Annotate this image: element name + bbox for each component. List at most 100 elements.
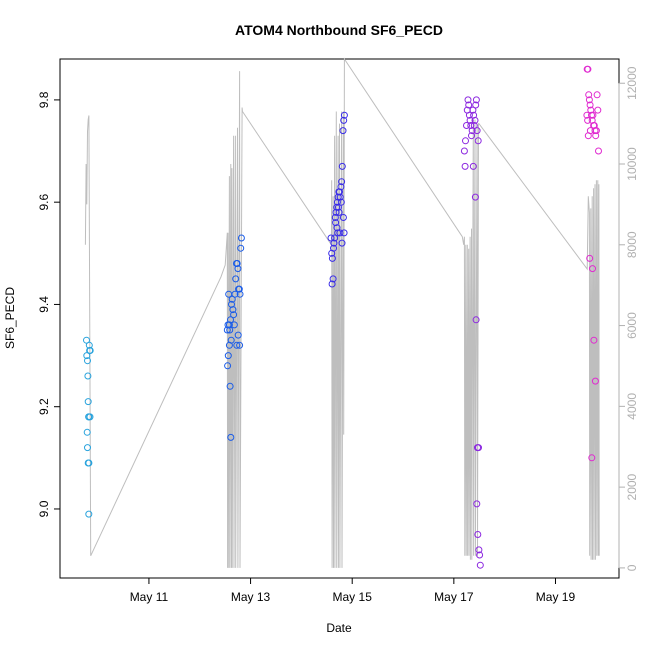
data-point [340, 229, 348, 237]
data-point [475, 546, 483, 554]
y-tick-label: 9.6 [37, 194, 51, 211]
data-point [590, 336, 598, 344]
right-tick-label: 0 [625, 564, 639, 571]
data-point [336, 188, 343, 196]
data-point [332, 219, 340, 227]
data-point [473, 127, 481, 135]
data-point [330, 239, 338, 247]
data-point [471, 193, 479, 201]
points-layer [83, 65, 602, 569]
data-point [230, 321, 238, 329]
x-tick-label: May 13 [231, 590, 271, 604]
y-tick-label: 9.0 [37, 500, 51, 517]
right-tick-label: 8000 [625, 231, 639, 258]
data-point [225, 341, 233, 349]
data-point [226, 382, 234, 390]
data-point [84, 372, 92, 380]
data-point [234, 331, 242, 339]
data-point [335, 208, 343, 216]
data-point [583, 111, 591, 119]
right-tick-label: 12000 [625, 66, 639, 100]
data-point [338, 239, 346, 247]
data-point [227, 433, 235, 441]
data-point [233, 260, 241, 267]
series-1 [83, 336, 94, 518]
data-point [336, 229, 344, 237]
data-point [470, 111, 478, 119]
data-point [594, 106, 602, 114]
data-point [475, 444, 482, 452]
data-point [476, 551, 484, 559]
data-point [86, 347, 94, 354]
data-point [469, 106, 477, 114]
data-point [331, 214, 339, 221]
data-point [589, 265, 596, 273]
data-point [338, 162, 346, 170]
data-point [340, 111, 348, 119]
data-point [592, 132, 600, 140]
data-point [334, 193, 342, 201]
data-point [464, 96, 472, 104]
right-axis: 0 2000 4000 6000 8000 10000 12000 [618, 66, 639, 571]
right-tick-label: 4000 [625, 393, 639, 420]
data-point [84, 444, 91, 452]
data-point [227, 316, 234, 324]
right-tick-label: 10000 [625, 147, 639, 181]
data-point [593, 91, 601, 99]
data-point [588, 454, 596, 462]
data-point [224, 362, 232, 370]
data-point [340, 116, 348, 124]
data-point [83, 428, 91, 436]
data-point [465, 101, 473, 109]
data-point [85, 341, 93, 349]
data-point [586, 127, 594, 135]
data-point [331, 234, 339, 242]
data-point [463, 122, 470, 129]
data-point [336, 193, 344, 201]
data-point [327, 234, 335, 242]
data-point [330, 244, 337, 252]
data-point [338, 178, 346, 186]
data-point [333, 224, 341, 232]
chart-title: ATOM4 Northbound SF6_PECD [235, 22, 443, 38]
data-point [328, 254, 336, 262]
altitude-trace-line [84, 57, 600, 568]
data-point [470, 122, 478, 129]
data-point [595, 147, 602, 155]
x-tick-label: May 19 [536, 590, 576, 604]
data-point [465, 111, 473, 119]
data-point [333, 198, 341, 206]
data-point [225, 321, 233, 329]
data-point [466, 116, 474, 124]
data-point [84, 357, 91, 365]
data-point [585, 96, 593, 104]
data-point [474, 137, 482, 145]
data-point [467, 122, 475, 129]
data-point [226, 326, 234, 334]
data-point [585, 91, 593, 99]
data-point [235, 285, 243, 293]
series-2 [223, 234, 245, 441]
data-point [228, 300, 235, 308]
x-axis-label: Date [326, 621, 352, 635]
data-point [86, 413, 94, 421]
data-point [231, 290, 239, 298]
data-point [339, 127, 347, 135]
data-point [474, 531, 482, 538]
data-point [339, 214, 347, 221]
y-tick-label: 9.2 [37, 398, 51, 415]
data-point [224, 352, 232, 360]
data-point [237, 234, 245, 242]
data-point [584, 65, 592, 73]
x-tick-label: May 15 [333, 590, 373, 604]
data-point [472, 101, 480, 109]
series-5 [583, 65, 602, 462]
series-3 [327, 111, 348, 288]
x-tick-label: May 11 [130, 590, 169, 604]
data-point [473, 500, 481, 508]
series-4 [460, 96, 484, 569]
y-tick-label: 9.8 [37, 91, 51, 108]
data-point [461, 162, 469, 170]
data-point [229, 306, 237, 314]
y-tick-label: 9.4 [37, 296, 51, 313]
